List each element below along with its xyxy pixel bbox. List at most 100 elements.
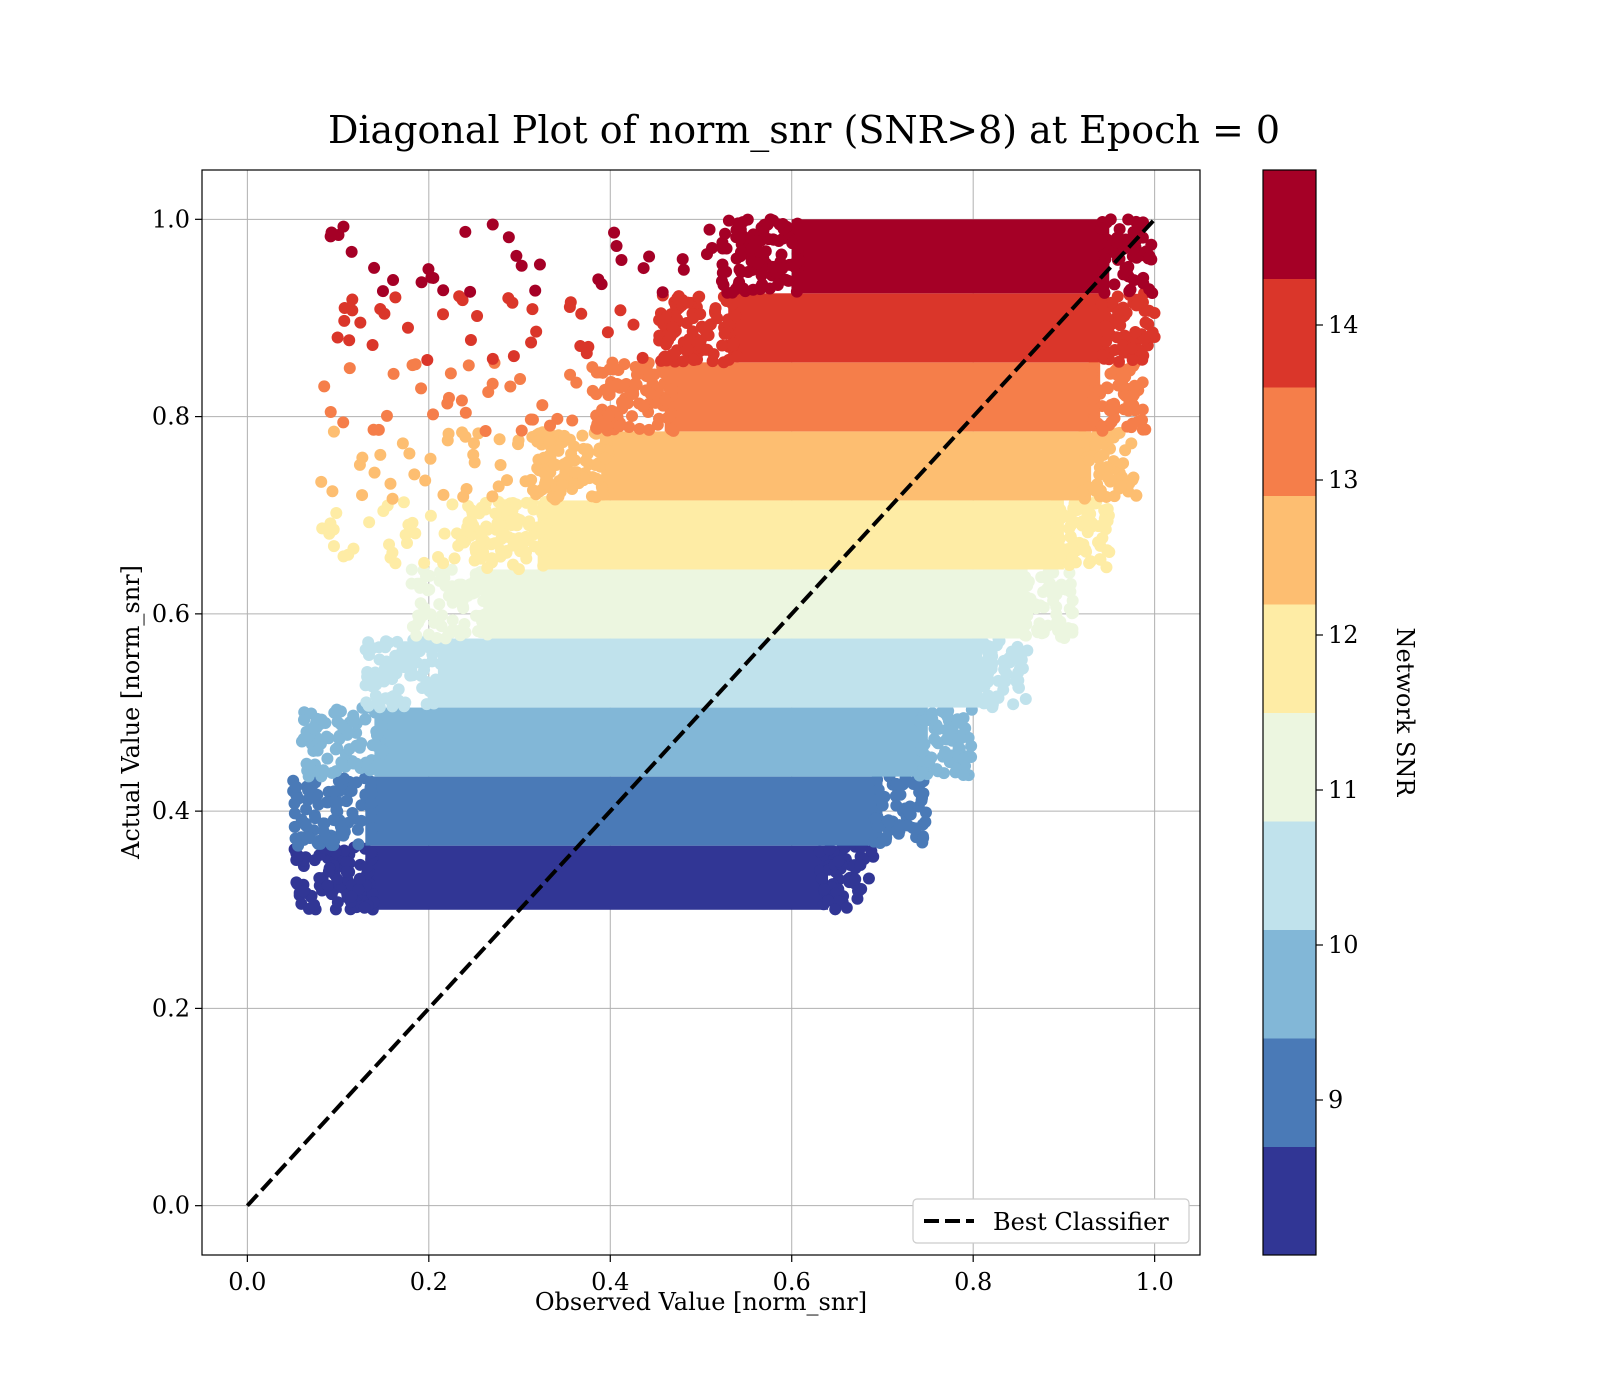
- scatter-point: [593, 442, 606, 455]
- scatter-outlier: [471, 309, 484, 322]
- scatter-point: [1034, 599, 1047, 612]
- scatter-point: [498, 528, 511, 541]
- scatter-outlier: [397, 496, 410, 509]
- scatter-outlier: [598, 383, 611, 396]
- scatter-point: [422, 681, 435, 694]
- scatter-point: [1138, 333, 1151, 346]
- scatter-point: [317, 764, 330, 777]
- scatter-point: [406, 669, 419, 682]
- scatter-point: [1097, 277, 1110, 290]
- scatter-outlier: [548, 458, 561, 471]
- scatter-point: [345, 890, 358, 903]
- scatter-point: [771, 279, 784, 292]
- scatter-outlier: [703, 223, 716, 236]
- y-tick-label-5: 1.0: [152, 205, 190, 233]
- scatter-point: [1064, 585, 1077, 598]
- scatter-outlier: [610, 239, 623, 252]
- scatter-point: [308, 854, 321, 867]
- scatter-point: [1143, 250, 1156, 263]
- scatter-point: [536, 508, 549, 521]
- scatter-point: [813, 845, 826, 858]
- scatter-point: [1112, 306, 1125, 319]
- scatter-outlier: [437, 308, 450, 321]
- scatter-outlier: [613, 420, 626, 433]
- scatter-point: [599, 452, 612, 465]
- scatter-outlier: [324, 405, 337, 418]
- scatter-point: [345, 785, 358, 798]
- scatter-outlier: [442, 391, 455, 404]
- scatter-point: [722, 214, 735, 227]
- scatter-point: [1080, 438, 1093, 451]
- scatter-outlier: [343, 362, 356, 375]
- scatter-point: [1122, 213, 1135, 226]
- scatter-outlier: [608, 226, 621, 239]
- scatter-point: [862, 872, 875, 885]
- scatter-point: [663, 410, 676, 423]
- scatter-point: [642, 370, 655, 383]
- scatter-outlier: [734, 250, 747, 263]
- scatter-outlier: [406, 359, 419, 372]
- scatter-outlier: [601, 326, 614, 339]
- scatter-band-1: [365, 776, 883, 846]
- scatter-outlier: [338, 314, 351, 327]
- scatter-band-7: [664, 362, 1101, 432]
- scatter-outlier: [615, 253, 628, 266]
- scatter-point: [1101, 471, 1114, 484]
- scatter-outlier: [368, 466, 381, 479]
- scatter-outlier: [526, 413, 539, 426]
- scatter-outlier: [459, 430, 472, 443]
- scatter-point: [331, 896, 344, 909]
- scatter-outlier: [438, 527, 451, 540]
- scatter-point: [1137, 216, 1150, 229]
- scatter-outlier: [552, 444, 565, 457]
- scatter-outlier: [387, 274, 400, 287]
- scatter-point: [1123, 285, 1136, 298]
- x-tick-label-4: 0.8: [954, 1268, 992, 1296]
- scatter-outlier: [366, 338, 379, 351]
- scatter-point: [1120, 306, 1133, 319]
- scatter-outlier: [337, 416, 350, 429]
- y-tick-label-1: 0.2: [152, 994, 190, 1022]
- scatter-outlier: [459, 225, 472, 238]
- scatter-outlier: [316, 522, 329, 535]
- scatter-point: [659, 394, 672, 407]
- scatter-outlier: [452, 539, 465, 552]
- scatter-point: [1129, 326, 1142, 339]
- scatter-point: [536, 523, 549, 536]
- best-classifier-line: [245, 217, 1157, 1208]
- scatter-point: [300, 803, 313, 816]
- scatter-point: [347, 709, 360, 722]
- scatter-point: [1049, 543, 1062, 556]
- scatter-point: [379, 657, 392, 670]
- scatter-point: [439, 579, 452, 592]
- scatter-point: [1136, 231, 1149, 244]
- scatter-point: [329, 743, 342, 756]
- scatter-outlier: [462, 515, 475, 528]
- scatter-point: [718, 327, 731, 340]
- scatter-point: [918, 714, 931, 727]
- scatter-outlier: [507, 350, 520, 363]
- scatter-point: [350, 757, 363, 770]
- scatter-outlier: [563, 301, 576, 314]
- scatter-point: [1126, 390, 1139, 403]
- scatter-point: [1126, 342, 1139, 355]
- scatter-point: [358, 901, 371, 914]
- scatter-point: [709, 302, 722, 315]
- scatter-point: [1130, 299, 1143, 312]
- scatter-outlier: [376, 285, 389, 298]
- scatter-point: [930, 735, 943, 748]
- scatter-point: [292, 849, 305, 862]
- scatter-outlier: [501, 474, 514, 487]
- scatter-outlier: [602, 410, 615, 423]
- scatter-outlier: [677, 263, 690, 276]
- scatter-point: [1092, 452, 1105, 465]
- scatter-point: [1088, 484, 1101, 497]
- scatter-point: [637, 400, 650, 413]
- scatter-point: [982, 656, 995, 669]
- colorbar-frame: [1262, 169, 1317, 1256]
- scatter-outlier: [506, 296, 519, 309]
- scatter-point: [439, 646, 452, 659]
- scatter-point: [1081, 526, 1094, 539]
- scatter-outlier: [424, 452, 437, 465]
- scatter-outlier: [592, 273, 605, 286]
